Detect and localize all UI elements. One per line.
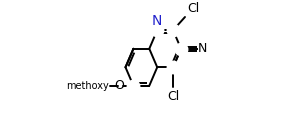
Text: Cl: Cl bbox=[187, 2, 200, 15]
Text: N: N bbox=[152, 14, 162, 28]
Text: Cl: Cl bbox=[167, 90, 179, 103]
Text: N: N bbox=[198, 42, 208, 55]
Text: O: O bbox=[115, 79, 124, 92]
Text: methoxy: methoxy bbox=[66, 81, 109, 91]
